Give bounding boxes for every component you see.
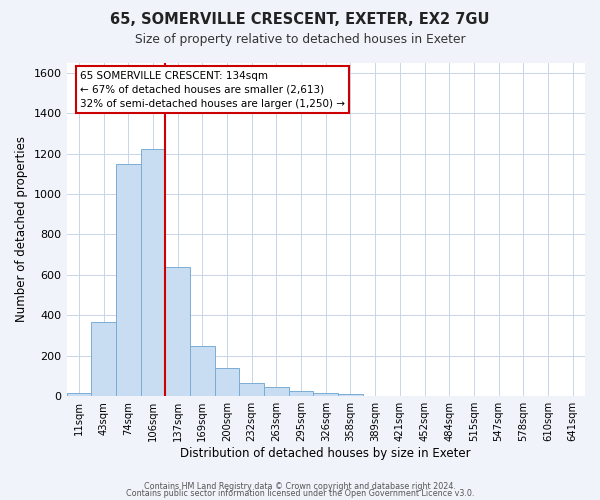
Text: Contains HM Land Registry data © Crown copyright and database right 2024.: Contains HM Land Registry data © Crown c… <box>144 482 456 491</box>
Text: Contains public sector information licensed under the Open Government Licence v3: Contains public sector information licen… <box>126 490 474 498</box>
Bar <box>165 267 190 396</box>
Y-axis label: Number of detached properties: Number of detached properties <box>15 136 28 322</box>
Text: Size of property relative to detached houses in Exeter: Size of property relative to detached ho… <box>134 32 466 46</box>
Text: 65, SOMERVILLE CRESCENT, EXETER, EX2 7GU: 65, SOMERVILLE CRESCENT, EXETER, EX2 7GU <box>110 12 490 28</box>
Bar <box>215 368 239 396</box>
Bar <box>67 393 91 396</box>
Bar <box>338 394 363 396</box>
Bar <box>190 346 215 396</box>
Bar <box>91 322 116 396</box>
X-axis label: Distribution of detached houses by size in Exeter: Distribution of detached houses by size … <box>181 447 471 460</box>
Bar <box>264 386 289 396</box>
Text: 65 SOMERVILLE CRESCENT: 134sqm
← 67% of detached houses are smaller (2,613)
32% : 65 SOMERVILLE CRESCENT: 134sqm ← 67% of … <box>80 70 345 108</box>
Bar <box>289 390 313 396</box>
Bar <box>239 383 264 396</box>
Bar <box>313 392 338 396</box>
Bar <box>116 164 140 396</box>
Bar <box>140 150 165 396</box>
